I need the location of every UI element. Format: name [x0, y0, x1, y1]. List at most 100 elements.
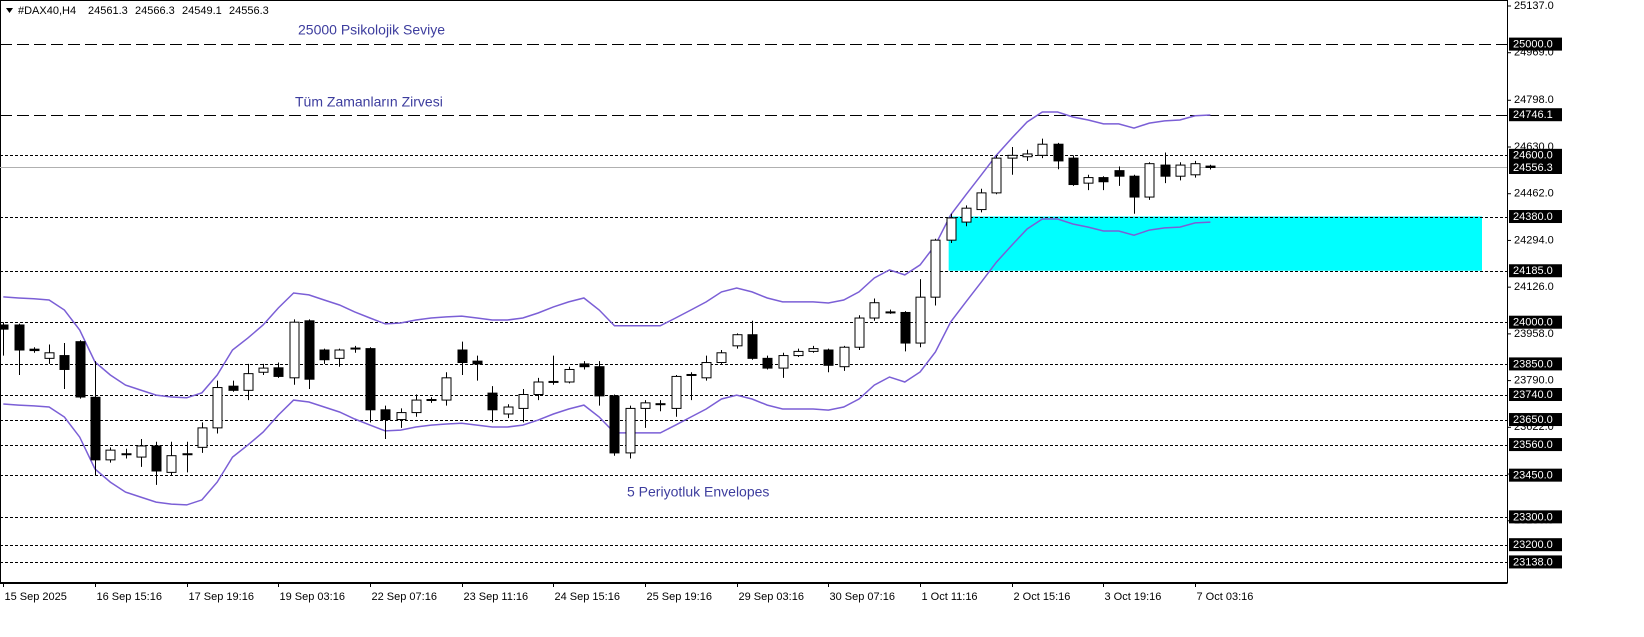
candle-body: [121, 453, 132, 456]
candle-body: [44, 352, 55, 359]
candle-body: [976, 192, 987, 211]
candle-body: [762, 357, 773, 369]
level-label-box: [1509, 538, 1562, 552]
x-tick-label: 19 Sep 03:16: [280, 591, 345, 603]
level-label: 23650.0: [1513, 414, 1553, 426]
x-tick-label: 17 Sep 19:16: [189, 591, 254, 603]
level-label: 24000.0: [1513, 317, 1553, 329]
candle-body: [273, 367, 284, 377]
candle-body: [625, 407, 636, 454]
x-tick-label: 1 Oct 11:16: [922, 591, 978, 603]
candle-body: [105, 449, 116, 461]
level-label: 23850.0: [1513, 358, 1553, 370]
support-zone: [948, 216, 1482, 271]
candle-body: [258, 367, 269, 373]
annotation: 25000 Psikolojik Seviye: [298, 22, 445, 38]
candle-body: [564, 368, 575, 383]
envelope-line: [3, 218, 1211, 506]
y-tick-label: 24798.0: [1514, 94, 1554, 106]
candle-body: [1190, 163, 1201, 176]
candle-body: [182, 453, 193, 456]
level-label-box: [1509, 37, 1562, 51]
candle-body: [686, 373, 697, 376]
candle-body: [991, 157, 1002, 194]
level-label-box: [1509, 160, 1562, 174]
candle-body: [14, 324, 25, 351]
x-tick-label: 15 Sep 2025: [5, 591, 67, 603]
level-label: 24380.0: [1513, 211, 1553, 223]
level-label-box: [1509, 468, 1562, 482]
candle-body: [1175, 164, 1186, 177]
level-label: 24600.0: [1513, 150, 1553, 162]
candle-body: [136, 445, 147, 458]
candle-body: [0, 324, 9, 330]
candle-body: [579, 363, 590, 368]
candle-body: [655, 403, 666, 406]
annotation: Tüm Zamanların Zirvesi: [295, 94, 443, 110]
y-tick-label: 24294.0: [1514, 234, 1554, 246]
x-tick-label: 25 Sep 19:16: [647, 591, 712, 603]
candle-body: [365, 348, 376, 411]
level-label-box: [1509, 315, 1562, 329]
candle-body: [166, 455, 177, 473]
candle-body: [1144, 163, 1155, 198]
candle-body: [441, 377, 452, 401]
candle-body: [411, 399, 422, 414]
envelope-line: [3, 111, 1211, 399]
level-label-box: [1509, 148, 1562, 162]
level-label: 23138.0: [1513, 556, 1553, 568]
candle-body: [915, 296, 926, 344]
x-tick-label: 3 Oct 19:16: [1105, 591, 1162, 603]
candle-body: [472, 360, 483, 365]
level-label: 24185.0: [1513, 265, 1553, 277]
candle-body: [548, 380, 559, 383]
candle-body: [839, 346, 850, 368]
level-label: 25000.0: [1513, 39, 1553, 51]
level-label-box: [1509, 357, 1562, 371]
candle-body: [59, 355, 70, 370]
candle-body: [503, 406, 514, 415]
candle-body: [900, 311, 911, 344]
x-tick-label: 2 Oct 15:16: [1014, 591, 1071, 603]
candle-body: [1160, 164, 1171, 177]
candle-body: [457, 349, 468, 364]
candle-body: [1205, 165, 1216, 168]
y-tick-label: 24462.0: [1514, 188, 1554, 200]
candle-body: [1114, 170, 1125, 177]
x-tick-label: 23 Sep 11:16: [464, 591, 529, 603]
candle-body: [1098, 177, 1109, 183]
level-label-box: [1509, 210, 1562, 224]
candle-body: [334, 349, 345, 359]
header-close: 24556.3: [229, 5, 269, 17]
candle-body: [732, 334, 743, 347]
candle-body: [29, 348, 40, 352]
candle-body: [1053, 143, 1064, 162]
y-tick-label: 24126.0: [1514, 281, 1554, 293]
symbol-title: #DAX40,H4: [18, 5, 76, 17]
candle-body: [228, 385, 239, 391]
level-label: 23200.0: [1513, 539, 1553, 551]
candle-body: [90, 396, 101, 461]
candle-body: [75, 341, 86, 398]
candle-body: [1083, 177, 1094, 184]
y-tick-label: 25137.0: [1514, 0, 1554, 12]
candle-body: [701, 362, 712, 379]
collapse-arrow[interactable]: [6, 8, 13, 13]
candle-body: [1129, 175, 1140, 198]
candle-body: [885, 311, 896, 314]
candle-body: [243, 373, 254, 391]
candle-body: [778, 355, 789, 369]
candle-body: [380, 409, 391, 421]
candle-body: [350, 347, 361, 350]
header-open: 24561.3: [88, 5, 128, 17]
candle-body: [1037, 143, 1048, 156]
candle-body: [319, 349, 330, 361]
level-label-box: [1509, 264, 1562, 278]
candle-body: [396, 412, 407, 421]
candle-body: [151, 445, 162, 472]
annotation: 5 Periyotluk Envelopes: [627, 484, 769, 500]
plot-frame: [0, 0, 1508, 583]
candle-body: [289, 321, 300, 379]
level-label: 23740.0: [1513, 389, 1553, 401]
